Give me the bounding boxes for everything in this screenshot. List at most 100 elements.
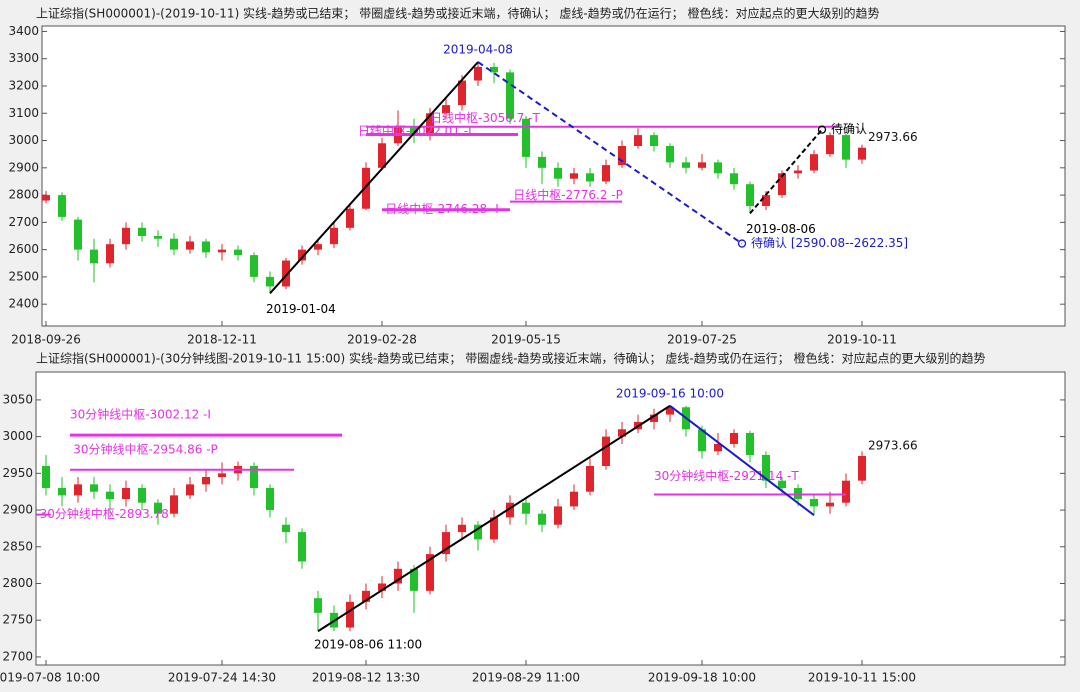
- y-tick-label: 3000: [8, 133, 39, 147]
- candle-body: [202, 241, 210, 253]
- center-level-label: 日线中枢-3022.01 -I: [358, 123, 472, 138]
- candle-body: [442, 105, 450, 114]
- candle-body: [106, 491, 114, 500]
- last-close-label: 2973.66: [868, 130, 918, 144]
- chart-title: 上证综指(SH000001)-(2019-10-11) 实线-趋势或已结束； 带…: [36, 6, 880, 21]
- candle-body: [42, 465, 50, 489]
- candle-body: [250, 465, 258, 489]
- candle-body: [74, 219, 82, 250]
- candle-body: [282, 260, 290, 287]
- candle-body: [378, 583, 386, 591]
- candle-body: [522, 502, 530, 514]
- candle-body: [634, 135, 642, 146]
- pending-label: 待确认 [2590.08--2622.35]: [751, 236, 908, 250]
- pivot-label: 2019-08-06: [746, 222, 816, 236]
- candle-body: [378, 143, 386, 168]
- pending-marker: [737, 239, 747, 248]
- y-tick-label: 2900: [8, 160, 39, 174]
- x-tick-label: 2019-07-08 10:00: [0, 671, 100, 685]
- candle-body: [554, 506, 562, 525]
- candle-body: [746, 432, 754, 455]
- candle-body: [410, 126, 418, 136]
- y-tick-label: 3050: [2, 392, 33, 406]
- candle-body: [746, 184, 754, 206]
- center-level-label: 日线中枢-3050.7 -T: [430, 110, 540, 125]
- candle-body: [538, 513, 546, 525]
- candle-body: [522, 118, 530, 157]
- candle-body: [250, 255, 258, 277]
- y-tick-label: 2700: [8, 215, 39, 229]
- center-level-label: 30分钟线中枢-2921.14 -T: [654, 468, 799, 483]
- candle-body: [202, 477, 210, 485]
- candle-body: [106, 244, 114, 264]
- candle-body: [314, 598, 322, 613]
- candle-body: [394, 568, 402, 584]
- candle-body: [74, 484, 82, 496]
- candle-body: [794, 170, 802, 174]
- last-close-label: 2973.66: [868, 438, 918, 452]
- chart-title: 上证综指(SH000001)-(30分钟线图-2019-10-11 15:00)…: [36, 351, 986, 366]
- candle-body: [842, 480, 850, 503]
- x-tick-label: 2018-09-26: [11, 333, 81, 347]
- candle-body: [362, 167, 370, 209]
- candle-body: [234, 249, 242, 256]
- y-tick-label: 2900: [2, 503, 33, 517]
- candle-body: [778, 480, 786, 489]
- candle-body: [90, 249, 98, 264]
- y-tick-label: 2850: [2, 539, 33, 553]
- candle-body: [714, 443, 722, 452]
- candle-body: [538, 156, 546, 168]
- candle-body: [650, 414, 658, 422]
- x-tick-label: 2019-05-15: [491, 333, 561, 347]
- candle-body: [154, 502, 162, 514]
- y-tick-label: 3300: [8, 51, 39, 65]
- candle-body: [810, 499, 818, 507]
- x-tick-label: 2019-08-12 13:30: [312, 671, 420, 685]
- candle-body: [570, 173, 578, 179]
- y-tick-label: 2800: [2, 576, 33, 590]
- candle-body: [330, 227, 338, 245]
- candle-body: [698, 429, 706, 452]
- candle-body: [730, 432, 738, 444]
- candle-body: [410, 568, 418, 591]
- y-tick-label: 3400: [8, 24, 39, 38]
- candle-body: [586, 465, 594, 492]
- candle-body: [762, 195, 770, 206]
- plot-area: [35, 371, 1066, 666]
- candle-body: [58, 195, 66, 217]
- y-tick-label: 2600: [8, 242, 39, 256]
- candle-body: [602, 165, 610, 182]
- x-tick-label: 2019-07-25: [667, 333, 737, 347]
- candle-body: [218, 249, 226, 253]
- center-level-label: 30分钟线中枢-3002.12 -I: [70, 407, 211, 422]
- candle-body: [218, 473, 226, 478]
- y-tick-label: 3100: [8, 106, 39, 120]
- candle-body: [762, 454, 770, 481]
- candle-body: [554, 167, 562, 179]
- candle-body: [138, 488, 146, 503]
- candle-body: [170, 495, 178, 514]
- candle-body: [58, 488, 66, 496]
- candle-body: [474, 66, 482, 81]
- candle-body: [506, 72, 514, 119]
- pivot-label: 2019-01-04: [266, 302, 336, 316]
- candle-body: [666, 407, 674, 415]
- x-tick-label: 2018-12-11: [187, 333, 257, 347]
- candle-body: [314, 244, 322, 250]
- candle-body: [506, 502, 514, 518]
- candle-body: [442, 532, 450, 555]
- center-level-label: 日线中枢-2776.2 -P: [513, 187, 623, 202]
- y-tick-label: 3200: [8, 79, 39, 93]
- pivot-label: 2019-04-08: [443, 43, 513, 57]
- candle-body: [298, 532, 306, 562]
- trend-line: [477, 61, 743, 245]
- candle-body: [858, 147, 866, 160]
- candle-body: [458, 524, 466, 533]
- candle-body: [186, 241, 194, 250]
- candle-body: [586, 173, 594, 182]
- center-level-label: 日线中枢-2746.28 -I: [385, 201, 499, 216]
- candle-body: [618, 146, 626, 166]
- candle-body: [698, 162, 706, 168]
- y-tick-label: 2750: [2, 613, 33, 627]
